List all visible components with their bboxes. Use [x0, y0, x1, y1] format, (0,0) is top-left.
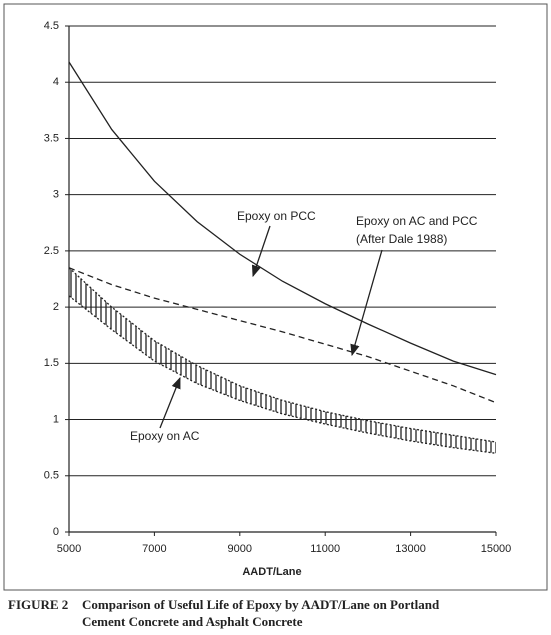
y-tick-label: 2.5 [44, 245, 59, 257]
arrow [251, 225, 271, 278]
y-tick-label: 2 [53, 301, 59, 313]
y-tick-label: 4 [53, 76, 59, 88]
caption: Comparison of Useful Life of Epoxy by AA… [82, 597, 440, 612]
y-tick-label: 0.5 [44, 470, 59, 482]
arrow [159, 376, 181, 429]
annotation: Epoxy on AC [130, 429, 200, 443]
annotation: Epoxy on PCC [237, 209, 316, 223]
x-tick-label: 13000 [395, 543, 426, 555]
caption: Cement Concrete and Asphalt Concrete [82, 614, 303, 629]
line [68, 61, 497, 376]
arrow [350, 249, 383, 357]
x-axis-label: AADT/Lane [242, 566, 301, 578]
y-tick-label: 0 [53, 526, 59, 538]
frame [3, 3, 548, 591]
band-area [69, 267, 496, 454]
x-tick-label: 11000 [310, 543, 340, 555]
line [68, 267, 497, 404]
line [68, 267, 497, 443]
x-tick-label: 9000 [228, 543, 252, 555]
line [68, 295, 497, 454]
y-tick-label: 1 [53, 413, 59, 425]
x-tick-label: 15000 [481, 543, 512, 555]
y-tick-label: 1.5 [44, 357, 59, 369]
y-tick-label: 3 [53, 189, 59, 201]
y-tick-label: 3.5 [44, 132, 59, 144]
caption-label: FIGURE 2 [8, 597, 68, 612]
x-tick-label: 7000 [142, 543, 166, 555]
y-tick-label: 4.5 [44, 20, 59, 32]
annotation: (After Dale 1988) [356, 232, 447, 246]
x-tick-label: 5000 [57, 543, 81, 555]
annotation: Epoxy on AC and PCC [356, 214, 478, 228]
